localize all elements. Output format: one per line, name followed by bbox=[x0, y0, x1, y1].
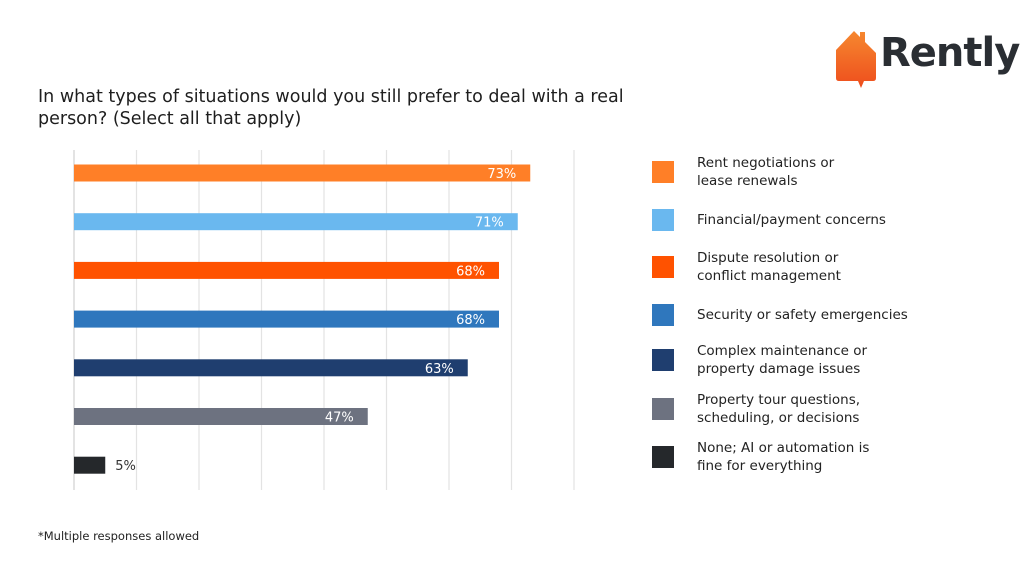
legend-label: Financial/payment concerns bbox=[697, 212, 886, 228]
legend-item: Property tour questions, scheduling, or … bbox=[652, 391, 860, 427]
bar bbox=[74, 310, 499, 328]
legend-item: None; AI or automation is fine for every… bbox=[652, 439, 869, 475]
legend-label: Property tour questions, scheduling, or … bbox=[697, 392, 861, 426]
bar-value-label: 5% bbox=[115, 459, 136, 474]
legend-item: Rent negotiations or lease renewals bbox=[652, 154, 834, 190]
bar bbox=[74, 359, 468, 377]
legend-swatch bbox=[652, 349, 674, 371]
legend-swatch bbox=[652, 256, 674, 278]
legend-label: Rent negotiations or lease renewals bbox=[697, 155, 835, 189]
chart-title: In what types of situations would you st… bbox=[38, 87, 624, 129]
legend-swatch bbox=[652, 209, 674, 231]
legend-label: Dispute resolution or conflict managemen… bbox=[697, 250, 841, 284]
bar bbox=[74, 164, 531, 182]
legend-label: None; AI or automation is fine for every… bbox=[697, 440, 870, 474]
bar-value-label: 47% bbox=[325, 411, 354, 426]
legend-swatch bbox=[652, 398, 674, 420]
bar-chart: 73% 71% 68% 68% 63% 47% 5% bbox=[73, 150, 575, 490]
bar-value-label: 71% bbox=[475, 216, 504, 231]
legend-swatch bbox=[652, 161, 674, 183]
legend-swatch bbox=[652, 446, 674, 468]
bar-value-label: 68% bbox=[456, 264, 485, 279]
bar bbox=[74, 261, 499, 279]
legend-label: Security or safety emergencies bbox=[697, 307, 908, 323]
bar bbox=[74, 213, 518, 231]
rently-logo: Rently bbox=[834, 28, 1020, 90]
bar bbox=[74, 456, 106, 474]
bar bbox=[74, 408, 368, 425]
legend-label: Complex maintenance or property damage i… bbox=[697, 343, 868, 377]
house-speech-bubble-icon bbox=[836, 31, 876, 88]
bar-value-label: 73% bbox=[487, 167, 516, 182]
footnote: *Multiple responses allowed bbox=[38, 529, 200, 543]
bar-value-label: 63% bbox=[425, 362, 454, 377]
bar-value-label: 68% bbox=[456, 313, 485, 328]
legend-item: Financial/payment concerns bbox=[652, 202, 886, 238]
brand-name: Rently bbox=[880, 30, 1020, 76]
legend-item: Dispute resolution or conflict managemen… bbox=[652, 249, 841, 285]
legend-item: Complex maintenance or property damage i… bbox=[652, 342, 867, 378]
legend-item: Security or safety emergencies bbox=[652, 297, 908, 333]
legend-swatch bbox=[652, 304, 674, 326]
